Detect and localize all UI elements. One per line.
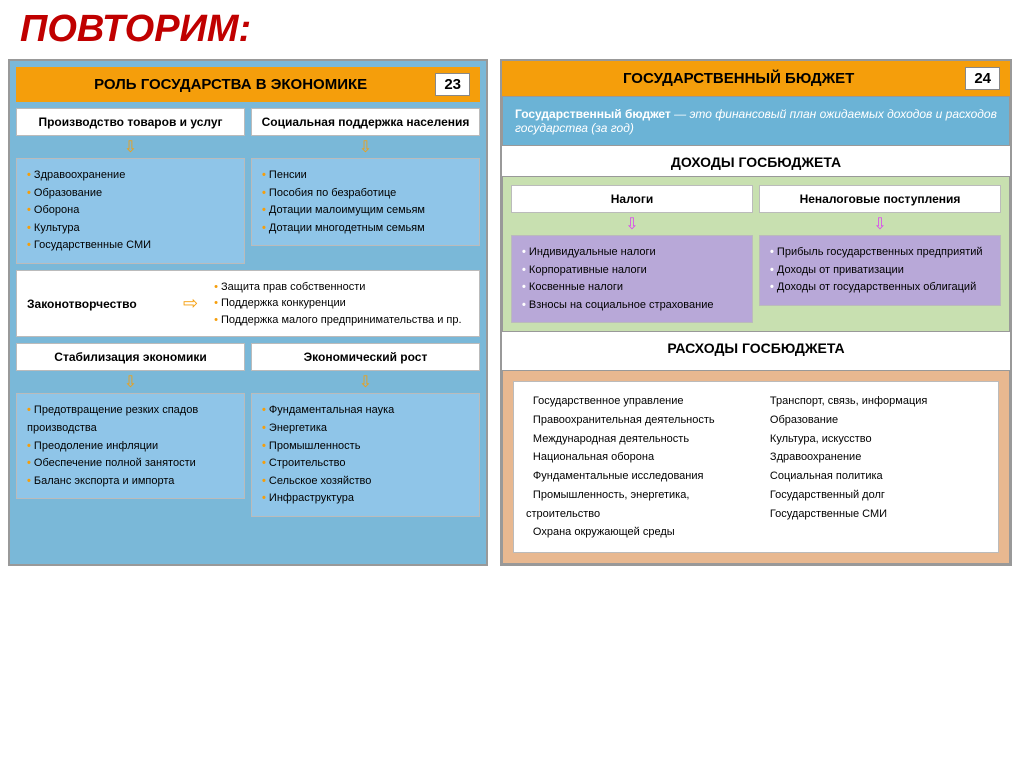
list-item: Промышленность, энергетика, строительств… [526, 486, 749, 523]
arrow-down-icon: ⇩ [251, 373, 480, 393]
list-item: Социальная политика [763, 467, 986, 486]
list-item: Индивидуальные налоги [522, 244, 742, 262]
col-header: Экономический рост [251, 343, 480, 371]
list-box: Прибыль государственных предприятий Дохо… [759, 235, 1001, 306]
arrow-down-icon: ⇩ [511, 215, 753, 235]
list-item: Прибыль государственных предприятий [770, 244, 990, 262]
list-item: Дотации многодетным семьям [262, 220, 469, 238]
right-card: ГОСУДАРСТВЕННЫЙ БЮДЖЕТ 24 Государственны… [500, 59, 1012, 566]
list-item: Доходы от государственных облигаций [770, 279, 990, 297]
left-row2: Стабилизация экономики ⇩ Предотвращение … [16, 343, 480, 517]
col-header: Стабилизация экономики [16, 343, 245, 371]
left-header-title: РОЛЬ ГОСУДАРСТВА В ЭКОНОМИКЕ [26, 76, 435, 93]
left-header: РОЛЬ ГОСУДАРСТВА В ЭКОНОМИКЕ 23 [16, 67, 480, 102]
list-item: Оборона [27, 202, 234, 220]
list-item: Национальная оборона [526, 448, 749, 467]
income-title: ДОХОДЫ ГОСБЮДЖЕТА [502, 146, 1010, 176]
list-item: Строительство [262, 455, 469, 473]
definition-box: Государственный бюджет — это финансовый … [502, 96, 1010, 146]
list-item: Фундаментальные исследования [526, 467, 749, 486]
list-item: Дотации малоимущим семьям [262, 202, 469, 220]
list-item: Предотвращение резких спадов производств… [27, 402, 234, 437]
list-item: Образование [763, 411, 986, 430]
list-item: Здравоохранение [27, 167, 234, 185]
list-item: Поддержка малого предпринимательства и п… [214, 312, 469, 329]
list-item: Преодоление инфляции [27, 438, 234, 456]
list-item: Защита прав собственности [214, 279, 469, 296]
page-title: ПОВТОРИМ: [0, 0, 1024, 59]
list-item: Энергетика [262, 420, 469, 438]
list-item: Корпоративные налоги [522, 262, 742, 280]
right-header-title: ГОСУДАРСТВЕННЫЙ БЮДЖЕТ [512, 70, 965, 87]
list-item: Поддержка конкуренции [214, 295, 469, 312]
list-item: Здравоохранение [763, 448, 986, 467]
expense-title: РАСХОДЫ ГОСБЮДЖЕТА [502, 332, 1010, 362]
law-row: Законотворчество ⇨ Защита прав собственн… [16, 270, 480, 338]
list-item: Образование [27, 185, 234, 203]
list-item: Фундаментальная наука [262, 402, 469, 420]
expense-list: Государственное управление Правоохраните… [513, 381, 999, 553]
list-item: Пенсии [262, 167, 469, 185]
left-row1: Производство товаров и услуг ⇩ Здравоохр… [16, 108, 480, 264]
col-header: Налоги [511, 185, 753, 213]
list-item: Государственные СМИ [27, 237, 234, 255]
list-item: Правоохранительная деятельность [526, 411, 749, 430]
list-item: Доходы от приватизации [770, 262, 990, 280]
list-item: Инфраструктура [262, 490, 469, 508]
list-item: Государственное управление [526, 392, 749, 411]
col-header: Неналоговые поступления [759, 185, 1001, 213]
list-item: Культура, искусство [763, 430, 986, 449]
list-item: Транспорт, связь, информация [763, 392, 986, 411]
arrow-down-icon: ⇩ [16, 138, 245, 158]
right-page-num: 24 [965, 67, 1000, 90]
arrow-down-icon: ⇩ [251, 138, 480, 158]
expense-block: Государственное управление Правоохраните… [502, 370, 1010, 564]
list-item: Охрана окружающей среды [526, 523, 749, 542]
list-item: Государственный долг [763, 486, 986, 505]
list-box: Индивидуальные налоги Корпоративные нало… [511, 235, 753, 323]
slide-container: РОЛЬ ГОСУДАРСТВА В ЭКОНОМИКЕ 23 Производ… [0, 59, 1024, 566]
arrow-down-icon: ⇩ [16, 373, 245, 393]
list-item: Международная деятельность [526, 430, 749, 449]
law-list: Защита прав собственности Поддержка конк… [204, 271, 479, 337]
list-item: Промышленность [262, 438, 469, 456]
list-box: Предотвращение резких спадов производств… [16, 393, 245, 499]
arrow-right-icon: ⇨ [177, 293, 204, 314]
list-item: Обеспечение полной занятости [27, 455, 234, 473]
definition-term: Государственный бюджет [515, 107, 671, 121]
left-page-num: 23 [435, 73, 470, 96]
list-item: Пособия по безработице [262, 185, 469, 203]
list-item: Косвенные налоги [522, 279, 742, 297]
list-box: Пенсии Пособия по безработице Дотации ма… [251, 158, 480, 246]
list-item: Культура [27, 220, 234, 238]
col-header: Производство товаров и услуг [16, 108, 245, 136]
col-header: Социальная поддержка населения [251, 108, 480, 136]
list-item: Сельское хозяйство [262, 473, 469, 491]
list-item: Баланс экспорта и импорта [27, 473, 234, 491]
list-item: Государственные СМИ [763, 505, 986, 524]
left-card: РОЛЬ ГОСУДАРСТВА В ЭКОНОМИКЕ 23 Производ… [8, 59, 488, 566]
right-header: ГОСУДАРСТВЕННЫЙ БЮДЖЕТ 24 [502, 61, 1010, 96]
law-label: Законотворчество [17, 287, 177, 321]
list-box: Здравоохранение Образование Оборона Куль… [16, 158, 245, 264]
list-box: Фундаментальная наука Энергетика Промышл… [251, 393, 480, 517]
income-block: Налоги ⇩ Индивидуальные налоги Корпорати… [502, 176, 1010, 332]
list-item: Взносы на социальное страхование [522, 297, 742, 315]
arrow-down-icon: ⇩ [759, 215, 1001, 235]
